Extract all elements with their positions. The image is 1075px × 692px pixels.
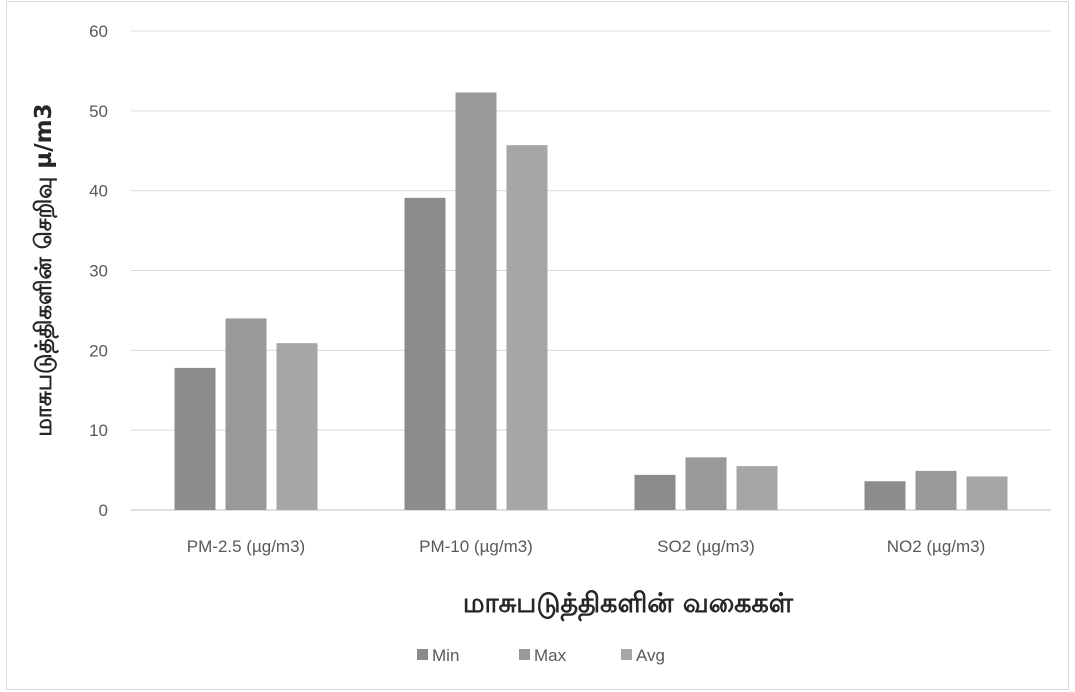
- legend-label-avg: Avg: [636, 646, 665, 665]
- y-tick-label: 50: [89, 102, 108, 121]
- y-tick-label: 10: [89, 421, 108, 440]
- bar-max: [225, 318, 267, 510]
- bar-min: [634, 474, 676, 510]
- bar-min: [174, 367, 216, 510]
- x-category-label: PM-2.5 (µg/m3): [187, 537, 305, 556]
- y-tick-label: 20: [89, 341, 108, 360]
- x-category-label: NO2 (µg/m3): [887, 537, 986, 556]
- bar-max: [685, 457, 727, 510]
- y-tick-labels: 0 10 20 30 40 50 60: [89, 22, 108, 520]
- bar-min: [864, 481, 906, 510]
- legend-swatch-min: [417, 649, 428, 660]
- bar-avg: [506, 145, 548, 510]
- x-category-label: SO2 (µg/m3): [657, 537, 755, 556]
- x-category-labels: PM-2.5 (µg/m3) PM-10 (µg/m3) SO2 (µg/m3) NO…: [187, 537, 986, 556]
- y-tick-label: 40: [89, 182, 108, 201]
- y-tick-label: 60: [89, 22, 108, 41]
- legend-label-min: Min: [432, 646, 459, 665]
- legend-label-max: Max: [534, 646, 567, 665]
- y-tick-label: 30: [89, 262, 108, 281]
- gridlines: [131, 30, 1051, 511]
- bar-avg: [966, 476, 1008, 510]
- y-tick-label: 0: [99, 501, 108, 520]
- legend: Min Max Avg: [417, 646, 665, 665]
- bar-avg: [736, 466, 778, 510]
- y-axis-title: மாசுபடுத்திகளின் செறிவு µ/m3: [31, 103, 59, 436]
- x-category-label: PM-10 (µg/m3): [419, 537, 533, 556]
- bar-avg: [276, 343, 318, 510]
- bar-min: [404, 197, 446, 510]
- bars: [174, 92, 1008, 510]
- legend-swatch-max: [519, 649, 530, 660]
- bar-max: [915, 470, 957, 510]
- legend-swatch-avg: [621, 649, 632, 660]
- x-axis-title: மாசுபடுத்திகளின் வகைகள்: [463, 588, 794, 622]
- bar-max: [455, 92, 497, 510]
